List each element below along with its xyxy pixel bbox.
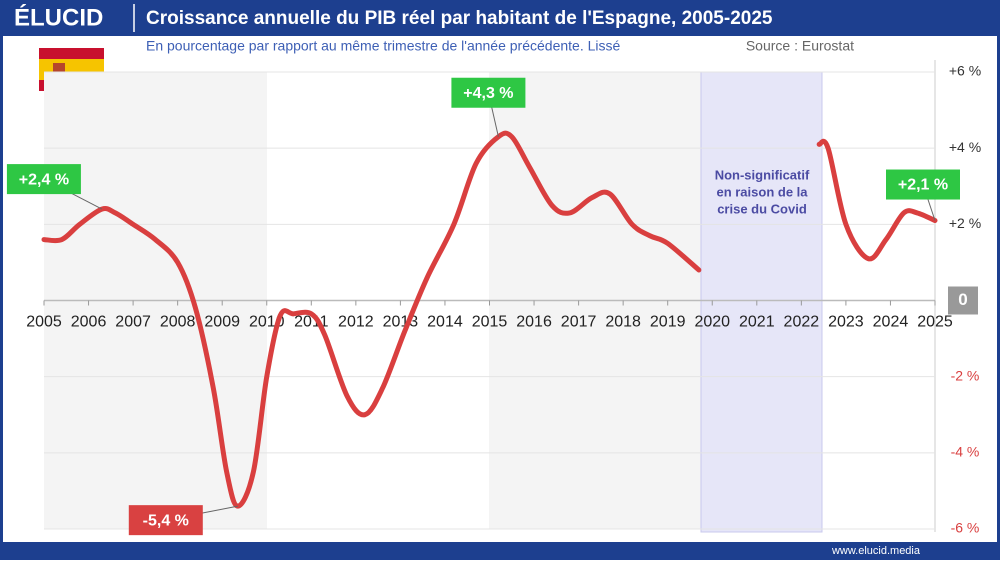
x-tick-label: 2023 <box>828 314 864 331</box>
x-tick-label: 2021 <box>739 314 775 331</box>
callout-box <box>886 169 960 200</box>
zero-label-box <box>948 286 978 315</box>
x-tick-label: 2015 <box>472 314 508 331</box>
data-label: +2,1 % <box>898 177 948 194</box>
x-tick-label: 2017 <box>561 314 597 331</box>
y-tick-label: +4 % <box>949 139 981 155</box>
y-tick-label: -6 % <box>951 520 980 536</box>
x-tick-label: 2016 <box>516 314 552 331</box>
x-tick-label: 2022 <box>784 314 820 331</box>
chart-title: Croissance annuelle du PIB réel par habi… <box>146 8 773 29</box>
footer-url: www.elucid.media <box>831 545 921 557</box>
source: Source : Eurostat <box>746 38 854 54</box>
x-tick-label: 2009 <box>204 314 240 331</box>
callout-box <box>128 505 203 536</box>
y-tick-label: 0 <box>958 290 967 309</box>
y-tick-label: -4 % <box>951 444 980 460</box>
x-tick-label: 2018 <box>605 314 641 331</box>
footer-bar <box>0 542 1000 560</box>
x-tick-label: 2014 <box>427 314 463 331</box>
data-line <box>41 130 702 509</box>
data-label: +2,4 % <box>19 171 69 188</box>
data-line <box>816 138 938 262</box>
annotation: crise du Covid <box>717 201 807 216</box>
x-tick-label: 2006 <box>71 314 107 331</box>
annotation: Non-significatif <box>715 167 810 182</box>
header-bar <box>0 0 1000 36</box>
logo: ÉLUCID <box>14 3 103 31</box>
annotation: en raison de la <box>716 184 808 199</box>
covid-band <box>700 71 823 533</box>
callout-box <box>6 164 81 195</box>
x-tick-label: 2012 <box>338 314 374 331</box>
callout-box <box>451 77 526 108</box>
x-tick-label: 2020 <box>694 314 730 331</box>
x-tick-label: 2024 <box>873 314 909 331</box>
data-label: -5,4 % <box>143 512 189 529</box>
chart-subtitle: En pourcentage par rapport au même trime… <box>146 38 620 54</box>
y-tick-label: +6 % <box>949 63 981 79</box>
x-tick-label: 2025 <box>917 314 953 331</box>
y-tick-label: +2 % <box>949 215 981 231</box>
x-tick-label: 2008 <box>160 314 196 331</box>
data-label: +4,3 % <box>463 85 513 102</box>
x-tick-label: 2019 <box>650 314 686 331</box>
x-tick-label: 2007 <box>115 314 151 331</box>
y-tick-label: -2 % <box>951 367 980 383</box>
x-tick-label: 2005 <box>26 314 62 331</box>
